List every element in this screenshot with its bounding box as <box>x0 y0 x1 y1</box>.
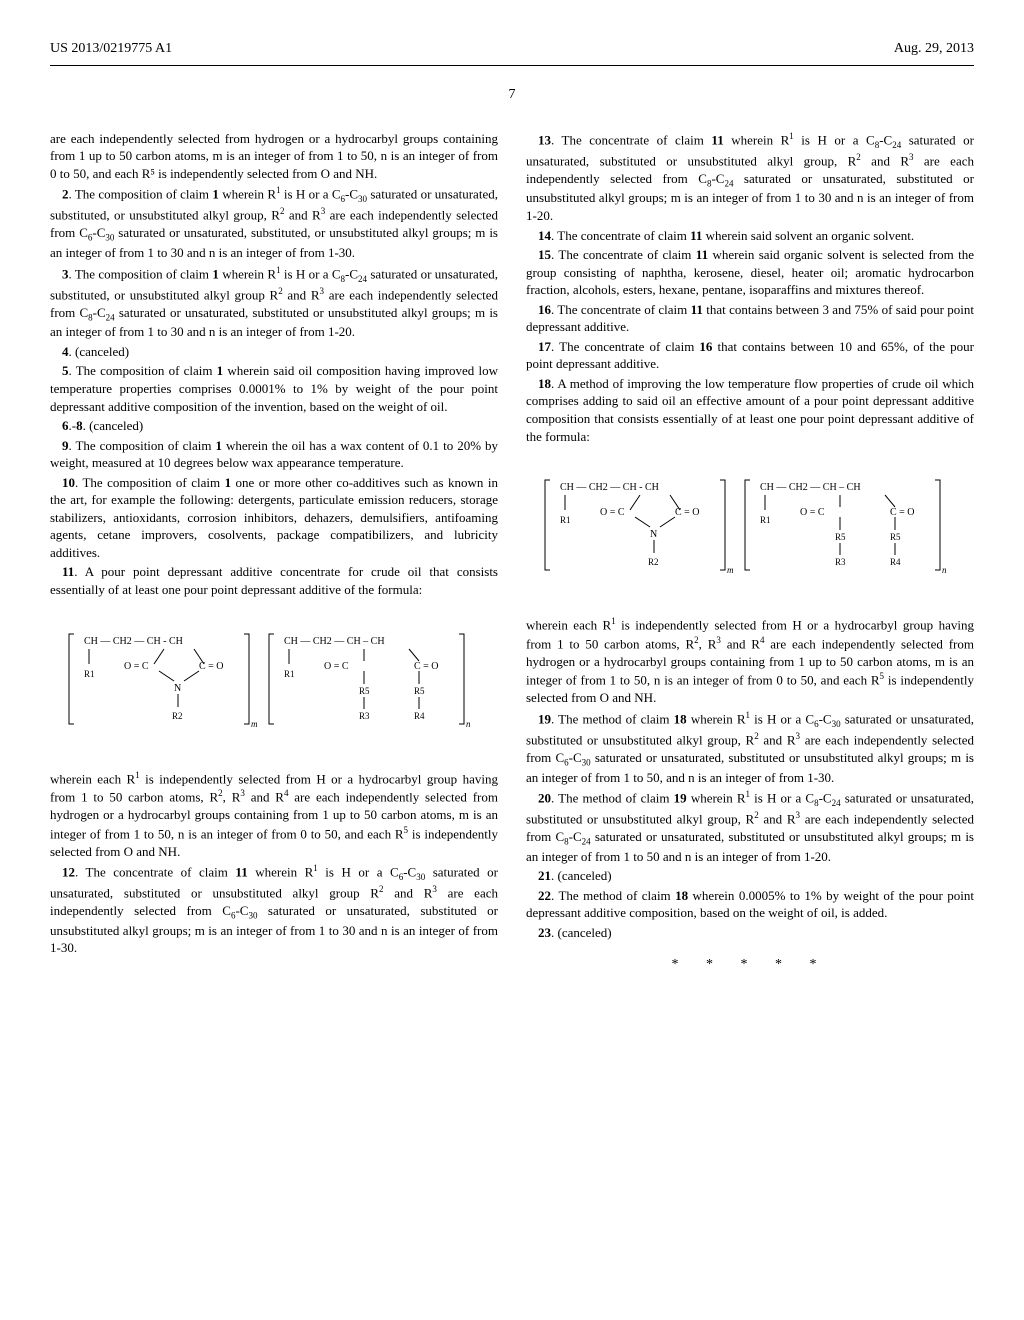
claim-13: 13. The concentrate of claim 11 wherein … <box>526 130 974 225</box>
svg-text:CH — CH2 — CH – CH: CH — CH2 — CH – CH <box>284 636 385 647</box>
claim-20: 20. The method of claim 19 wherein R1 is… <box>526 788 974 865</box>
svg-text:R5: R5 <box>414 686 425 696</box>
claim-12: 12. The concentrate of claim 11 wherein … <box>50 862 498 957</box>
svg-text:R4: R4 <box>890 557 901 567</box>
formula-diagram-2: CH — CH2 — CH - CH R1 O = C C = O N R2 m <box>526 465 974 595</box>
patent-date: Aug. 29, 2013 <box>894 40 974 59</box>
content-columns: are each independently selected from hyd… <box>50 130 974 976</box>
svg-text:O = C: O = C <box>324 661 349 672</box>
svg-text:n: n <box>942 565 947 575</box>
claim-6-8: 6.-8. (canceled) <box>50 417 498 435</box>
svg-text:N: N <box>174 683 181 694</box>
claim-16: 16. The concentrate of claim 11 that con… <box>526 301 974 336</box>
svg-text:N: N <box>650 529 657 540</box>
svg-text:R3: R3 <box>835 557 846 567</box>
svg-text:R1: R1 <box>760 515 771 525</box>
claim-10: 10. The composition of claim 1 one or mo… <box>50 474 498 562</box>
svg-text:R2: R2 <box>648 557 659 567</box>
claim-4: 4. (canceled) <box>50 343 498 361</box>
claim-22: 22. The method of claim 18 wherein 0.000… <box>526 887 974 922</box>
claim-18: 18. A method of improving the low temper… <box>526 375 974 445</box>
svg-text:C = O: C = O <box>675 507 700 518</box>
svg-text:R5: R5 <box>890 532 901 542</box>
document-header: US 2013/0219775 A1 Aug. 29, 2013 <box>50 40 974 66</box>
svg-text:O = C: O = C <box>800 507 825 518</box>
svg-text:CH — CH2 — CH – CH: CH — CH2 — CH – CH <box>760 482 861 493</box>
svg-text:R1: R1 <box>560 515 571 525</box>
svg-text:C = O: C = O <box>414 661 439 672</box>
svg-text:CH — CH2 — CH - CH: CH — CH2 — CH - CH <box>84 636 183 647</box>
svg-text:m: m <box>251 719 258 729</box>
claim-5: 5. The composition of claim 1 wherein sa… <box>50 362 498 415</box>
right-column: 13. The concentrate of claim 11 wherein … <box>526 130 974 976</box>
svg-text:R5: R5 <box>835 532 846 542</box>
claim-18-continuation: wherein each R1 is independently selecte… <box>526 615 974 707</box>
patent-number: US 2013/0219775 A1 <box>50 40 172 59</box>
svg-text:R5: R5 <box>359 686 370 696</box>
svg-text:O = C: O = C <box>600 507 625 518</box>
intro-paragraph: are each independently selected from hyd… <box>50 130 498 183</box>
left-column: are each independently selected from hyd… <box>50 130 498 976</box>
claim-11: 11. A pour point depressant additive con… <box>50 563 498 598</box>
svg-text:C = O: C = O <box>199 661 224 672</box>
claim-17: 17. The concentrate of claim 16 that con… <box>526 338 974 373</box>
formula-diagram-1: CH — CH2 — CH - CH R1 O = C C = O N R2 m <box>50 619 498 749</box>
svg-text:n: n <box>466 719 471 729</box>
svg-text:R1: R1 <box>284 669 295 679</box>
svg-text:C = O: C = O <box>890 507 915 518</box>
claim-19: 19. The method of claim 18 wherein R1 is… <box>526 709 974 786</box>
claim-9: 9. The composition of claim 1 wherein th… <box>50 437 498 472</box>
claim-14: 14. The concentrate of claim 11 wherein … <box>526 227 974 245</box>
svg-text:R1: R1 <box>84 669 95 679</box>
svg-text:R3: R3 <box>359 711 370 721</box>
claim-3: 3. The composition of claim 1 wherein R1… <box>50 264 498 341</box>
claim-21: 21. (canceled) <box>526 867 974 885</box>
page-number: 7 <box>50 86 974 105</box>
svg-text:O = C: O = C <box>124 661 149 672</box>
claim-15: 15. The concentrate of claim 11 wherein … <box>526 246 974 299</box>
svg-text:R2: R2 <box>172 711 183 721</box>
claim-2: 2. The composition of claim 1 wherein R1… <box>50 184 498 261</box>
claim-11-continuation: wherein each R1 is independently selecte… <box>50 769 498 861</box>
svg-text:m: m <box>727 565 734 575</box>
svg-text:CH — CH2 — CH - CH: CH — CH2 — CH - CH <box>560 482 659 493</box>
claim-23: 23. (canceled) <box>526 924 974 942</box>
end-marks: * * * * * <box>526 956 974 975</box>
svg-text:R4: R4 <box>414 711 425 721</box>
